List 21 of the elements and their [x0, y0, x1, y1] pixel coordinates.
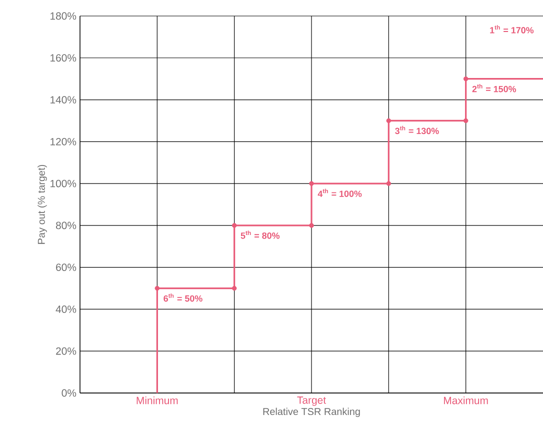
y-tick-label: 120%	[50, 138, 76, 146]
annotation: 1$^{th}$ = 170%	[490, 25, 534, 34]
y-tick-label: 40%	[56, 306, 76, 313]
y-tick-label: 100%	[50, 180, 76, 188]
x-tick-label: Target	[297, 396, 326, 406]
y-tick-label: 60%	[56, 264, 76, 272]
y-tick-label: 140%	[50, 96, 76, 104]
data-label: 5$^{th}$ = 80%	[240, 230, 280, 239]
y-tick-label: 20%	[56, 347, 76, 355]
x-axis-title: Relative TSR Ranking	[263, 408, 360, 418]
x-tick-label: Maximum	[444, 396, 488, 404]
y-tick-label: 180%	[50, 12, 76, 20]
y-axis-title: Pay out (% target)	[38, 164, 47, 244]
x-tick-label: Minimum	[136, 396, 178, 404]
y-tick-label: 80%	[56, 222, 76, 230]
data-label: 6$^{th}$ = 50%	[164, 293, 202, 302]
y-tick-label: 0%	[62, 389, 76, 397]
data-label: 3$^{th}$ = 130%	[395, 126, 439, 134]
y-tick-label: 160%	[50, 54, 76, 62]
data-label: 4$^{th}$ = 100%	[318, 188, 362, 197]
data-label: 2$^{th}$ = 150%	[472, 84, 516, 92]
